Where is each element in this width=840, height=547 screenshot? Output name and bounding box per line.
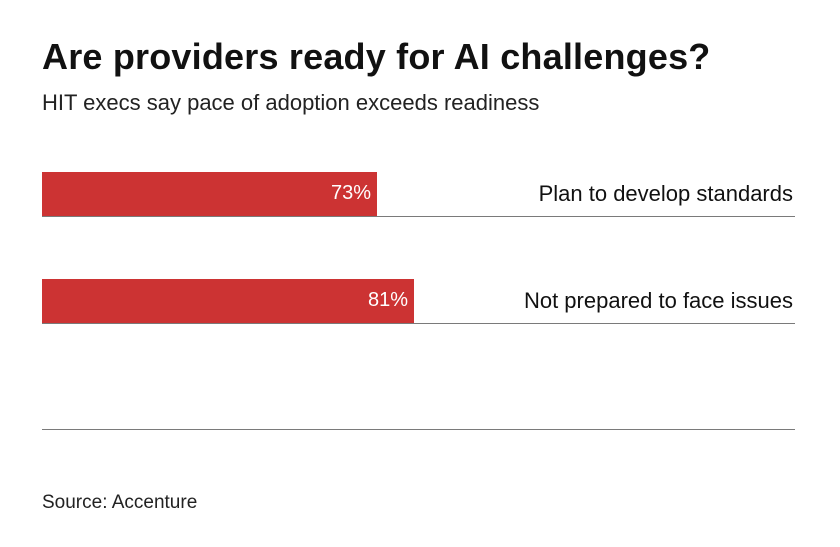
category-label: Plan to develop standards	[538, 181, 793, 206]
source-note: Source: Accenture	[42, 492, 198, 513]
chart-subtitle: HIT execs say pace of adoption exceeds r…	[42, 90, 540, 115]
bar-value-label: 73%	[330, 182, 371, 204]
bar-value-label: 81%	[367, 289, 408, 311]
plot-area: 73% Plan to develop standards 81% Not pr…	[42, 172, 795, 430]
baseline-divider	[42, 429, 795, 430]
bar-plan-to-develop-standards: 73%	[42, 172, 377, 216]
bar-not-prepared-to-face-issues: 81%	[42, 279, 414, 323]
chart-title: Are providers ready for AI challenges?	[42, 36, 711, 77]
bar-row: 81% Not prepared to face issues	[42, 279, 795, 324]
bar-row: 73% Plan to develop standards	[42, 172, 795, 217]
category-label: Not prepared to face issues	[523, 288, 793, 313]
